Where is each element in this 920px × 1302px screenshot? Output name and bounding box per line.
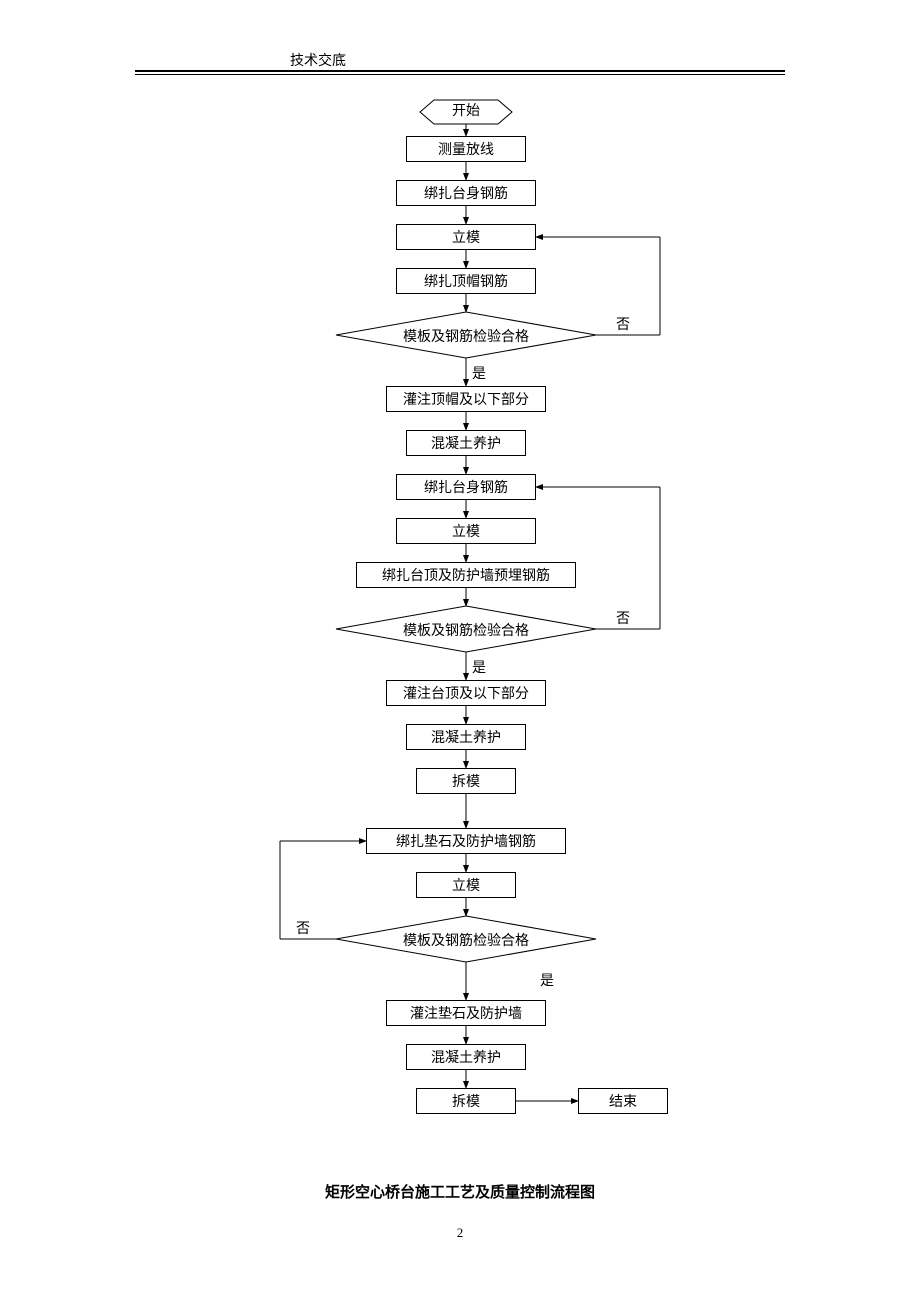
node-rebar-pad-wall: 绑扎垫石及防护墙钢筋 <box>366 828 566 854</box>
node-rebar-body-1: 绑扎台身钢筋 <box>396 180 536 206</box>
document-page: 技术交底 <box>0 0 920 1302</box>
decision-3-yes: 是 <box>540 970 554 990</box>
node-pour-pad-wall: 灌注垫石及防护墙 <box>386 1000 546 1026</box>
node-strip-2: 拆模 <box>416 1088 516 1114</box>
node-measure: 测量放线 <box>406 136 526 162</box>
node-cure-1: 混凝土养护 <box>406 430 526 456</box>
node-rebar-cap: 绑扎顶帽钢筋 <box>396 268 536 294</box>
node-formwork-1: 立模 <box>396 224 536 250</box>
decision-2-no: 否 <box>616 608 630 628</box>
node-strip-1: 拆模 <box>416 768 516 794</box>
page-header: 技术交底 <box>290 50 346 70</box>
decision-3: 模板及钢筋检验合格 <box>336 930 596 950</box>
decision-1: 模板及钢筋检验合格 <box>336 326 596 346</box>
node-rebar-body-2: 绑扎台身钢筋 <box>396 474 536 500</box>
decision-2: 模板及钢筋检验合格 <box>336 620 596 640</box>
header-rule-thick <box>135 70 785 72</box>
decision-3-no: 否 <box>296 918 310 938</box>
page-number: 2 <box>0 1225 920 1241</box>
node-cure-3: 混凝土养护 <box>406 1044 526 1070</box>
node-rebar-top-wall: 绑扎台顶及防护墙预埋钢筋 <box>356 562 576 588</box>
node-formwork-3: 立模 <box>416 872 516 898</box>
start-node: 开始 <box>420 100 512 120</box>
end-node: 结束 <box>578 1088 668 1114</box>
header-rule-thin <box>135 74 785 75</box>
node-cure-2: 混凝土养护 <box>406 724 526 750</box>
node-pour-cap: 灌注顶帽及以下部分 <box>386 386 546 412</box>
decision-2-yes: 是 <box>472 657 486 677</box>
node-formwork-2: 立模 <box>396 518 536 544</box>
decision-1-no: 否 <box>616 314 630 334</box>
decision-1-yes: 是 <box>472 363 486 383</box>
node-pour-top: 灌注台顶及以下部分 <box>386 680 546 706</box>
figure-caption: 矩形空心桥台施工工艺及质量控制流程图 <box>0 1181 920 1202</box>
